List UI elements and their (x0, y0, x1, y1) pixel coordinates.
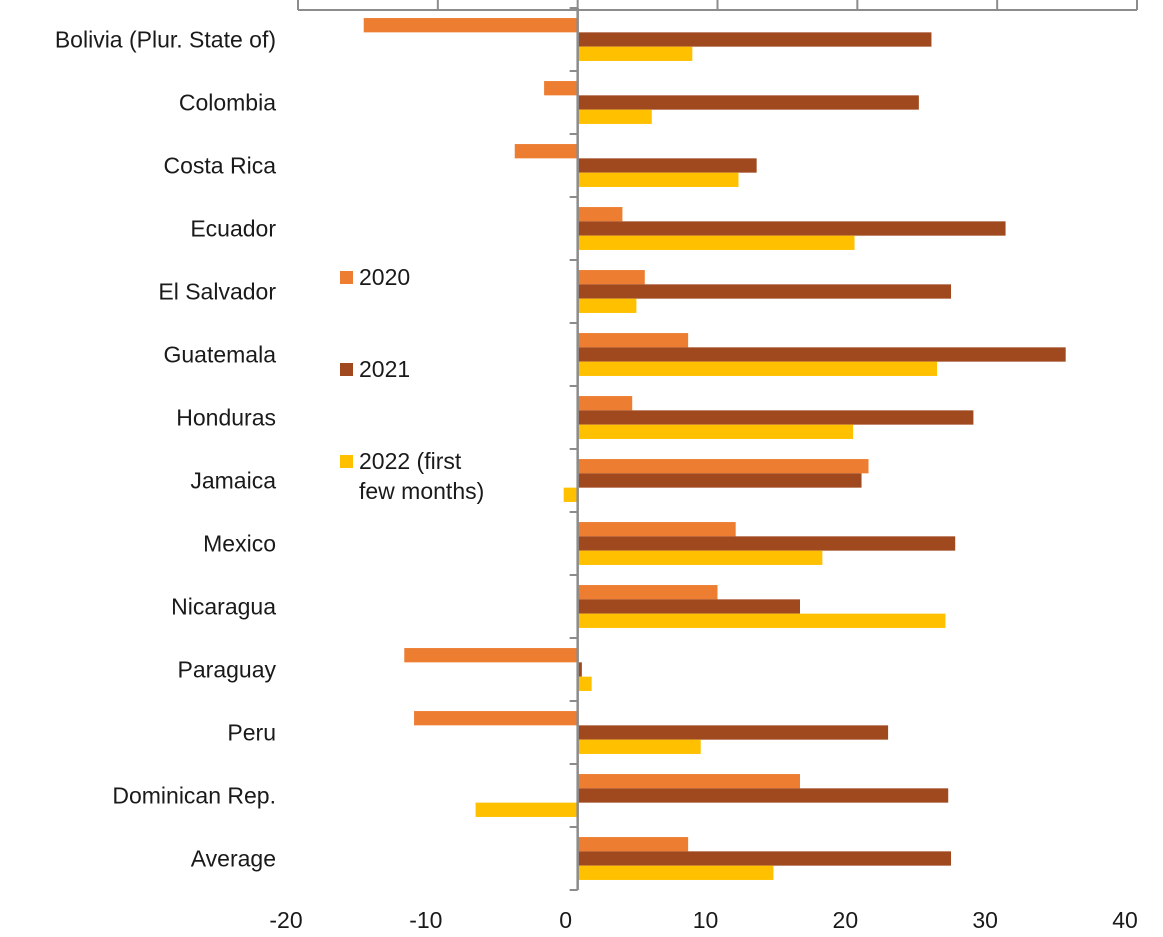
bar-2022-14 (577, 865, 774, 880)
bar-2022-10 (577, 613, 946, 628)
bar-2020-11 (404, 648, 578, 663)
bar-2021-4 (577, 221, 1006, 236)
bar-2022-8 (563, 487, 578, 502)
category-labels: Bolivia (Plur. State of) Colombia Costa Ri… (55, 27, 277, 872)
category-label: Nicaragua (171, 594, 276, 620)
category-label: Guatemala (163, 342, 276, 368)
bar-2020-12 (414, 711, 578, 726)
legend-swatch-2020 (340, 271, 353, 284)
legend-item-2022: 2022 (first few months) (340, 446, 484, 506)
category-label: Jamaica (190, 468, 276, 494)
bar-2022-3 (577, 172, 739, 187)
bar-2021-6 (577, 347, 1066, 362)
x-tick-label: -20 (269, 907, 302, 933)
bar-2022-4 (577, 235, 855, 250)
bar-2022-5 (577, 298, 637, 313)
legend-label-2022: 2022 (first few months) (359, 448, 485, 504)
bar-2021-2 (577, 95, 919, 110)
category-label: Colombia (179, 90, 276, 116)
bar-2021-7 (577, 410, 974, 425)
legend-item-2021: 2021 (340, 354, 410, 384)
category-label: Peru (227, 720, 276, 746)
bar-2021-12 (577, 725, 889, 740)
category-label: Dominican Rep. (112, 783, 276, 809)
bar-2020-9 (577, 522, 736, 537)
x-tick-label: 30 (972, 907, 998, 933)
bar-2022-11 (577, 676, 592, 691)
x-tick-label: 10 (693, 907, 719, 933)
legend-item-2020: 2020 (340, 262, 410, 292)
chart-axes (297, 0, 1138, 11)
legend-swatch-2022 (340, 455, 353, 468)
bar-2020-10 (577, 585, 718, 600)
x-tick-label: 0 (559, 907, 572, 933)
bar-2021-3 (577, 158, 757, 173)
x-tick-label: 20 (833, 907, 859, 933)
bar-2020-14 (577, 837, 689, 852)
bar-2020-6 (577, 333, 689, 348)
bar-2020-1 (363, 18, 578, 33)
category-label: Costa Rica (164, 153, 277, 179)
x-tick-label: 40 (1112, 907, 1138, 933)
bar-2021-11 (577, 662, 582, 677)
legend-label-2020: 2020 (359, 264, 411, 290)
x-tick-labels: -20 -10 0 10 20 30 40 (269, 907, 1137, 933)
bar-2021-14 (577, 851, 952, 866)
category-label: Average (191, 846, 276, 872)
bar-2020-7 (577, 396, 633, 411)
legend-label-2021: 2021 (359, 356, 411, 382)
bar-2020-4 (577, 207, 623, 222)
bar-2021-9 (577, 536, 956, 551)
bar-2020-8 (577, 459, 869, 474)
category-label: Mexico (203, 531, 276, 557)
bar-2020-3 (514, 144, 578, 159)
category-label: Bolivia (Plur. State of) (55, 27, 276, 53)
bar-2022-6 (577, 361, 938, 376)
bar-2021-8 (577, 473, 862, 488)
bar-2021-13 (577, 788, 949, 803)
bar-2020-13 (577, 774, 801, 789)
category-label: Ecuador (190, 216, 276, 242)
legend-swatch-2021 (340, 363, 353, 376)
category-label: El Salvador (158, 279, 276, 305)
bar-2022-1 (577, 46, 693, 61)
bar-2022-12 (577, 739, 701, 754)
bar-2022-13 (475, 802, 578, 817)
bar-2022-7 (577, 424, 854, 439)
bar-2022-9 (577, 550, 823, 565)
bar-2022-2 (577, 109, 652, 124)
category-label: Honduras (176, 405, 276, 431)
chart-bars (363, 7, 1066, 891)
x-tick-label: -10 (409, 907, 442, 933)
bar-2020-2 (544, 81, 578, 96)
bar-2021-1 (577, 32, 932, 47)
bar-2020-5 (577, 270, 645, 285)
category-label: Paraguay (178, 657, 277, 683)
bar-2021-5 (577, 284, 952, 299)
bar-2021-10 (577, 599, 801, 614)
